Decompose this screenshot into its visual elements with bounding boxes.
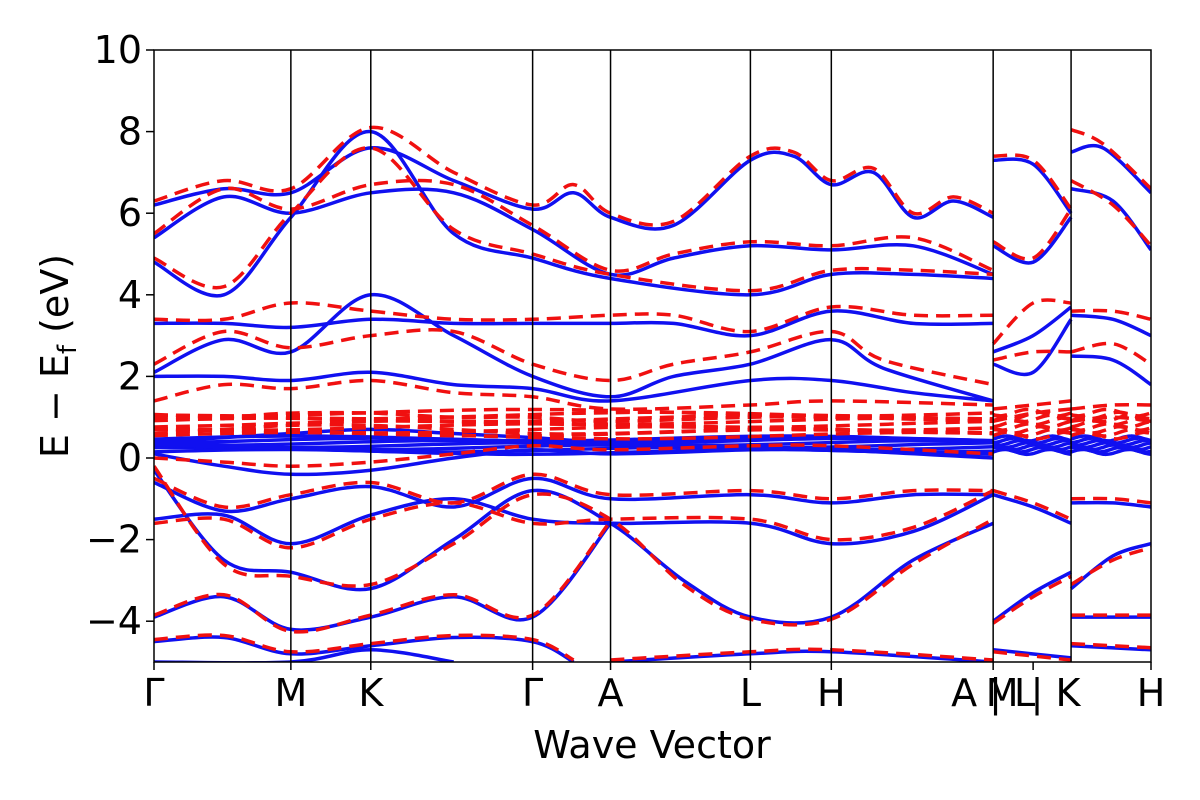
band-line-solid-3	[154, 309, 994, 338]
bands-solid-series	[154, 129, 1151, 662]
band-line-dashed-31	[1070, 546, 1151, 587]
band-line-solid-2	[154, 129, 994, 298]
plot-background	[154, 50, 1151, 662]
band-line-dashed-0	[154, 125, 994, 227]
band-line-dashed-20	[992, 407, 1072, 424]
band-line-dashed-3	[154, 301, 994, 334]
band-line-solid-14	[610, 649, 994, 662]
band-line-solid-21	[993, 648, 1072, 660]
y-tick-label: 8	[118, 110, 142, 154]
x-tick-label: L	[740, 671, 761, 715]
band-line-dashed-10	[154, 489, 994, 550]
band-line-solid-5	[154, 370, 994, 403]
band-line-solid-18	[992, 318, 1073, 377]
y-axis-label: E − Ef (eV)	[33, 254, 83, 458]
band-line-solid-13	[154, 648, 454, 662]
x-tick-label: K	[358, 671, 384, 715]
band-line-dashed-25	[1070, 179, 1151, 247]
band-line-dashed-dense-47	[1070, 407, 1151, 418]
band-line-dashed-dense-26	[992, 422, 1072, 432]
band-line-dashed-33	[1071, 641, 1151, 650]
plot-frame	[153, 49, 1152, 663]
band-line-dashed-22	[992, 574, 1072, 625]
x-tick-label: M	[274, 671, 307, 715]
band-line-dashed-dense-9	[154, 424, 994, 435]
y-tick-label: −2	[86, 518, 142, 562]
y-axis-label-subscript: f	[53, 344, 83, 354]
band-line-dashed-30	[1071, 496, 1151, 505]
band-line-solid-9	[154, 493, 994, 546]
band-line-dashed-15	[993, 153, 1073, 211]
y-tick-label: 4	[118, 273, 142, 317]
band-line-dashed-4	[154, 328, 994, 387]
band-line-solid-19	[992, 493, 1072, 525]
band-line-dashed-24	[1070, 127, 1151, 190]
kpoint-divider-lines	[290, 50, 1072, 662]
band-line-dashed-19	[993, 399, 1072, 411]
x-axis-ticks: Γ M K Γ A L H A | LM | K H	[143, 662, 1165, 716]
band-line-dashed-12	[154, 520, 612, 634]
band-line-dashed-23	[993, 650, 1072, 662]
x-axis-label: Wave Vector	[533, 723, 771, 767]
band-line-solid-dense-22	[992, 434, 1072, 443]
band-line-dashed-18	[992, 349, 1072, 362]
band-line-dashed-16	[992, 208, 1073, 261]
band-line-solid-26	[1071, 500, 1151, 509]
band-line-solid-8	[154, 476, 994, 514]
band-line-dashed-11	[154, 465, 995, 627]
band-line-dashed-dense-42	[1070, 422, 1151, 432]
band-line-dashed-dense-31	[993, 407, 1072, 418]
band-line-solid-15	[993, 157, 1073, 215]
plot-area	[153, 49, 1152, 663]
band-line-dashed-6	[154, 410, 994, 424]
band-line-solid-20	[992, 570, 1072, 623]
band-line-solid-7	[154, 447, 994, 477]
x-tick-label: A	[598, 671, 624, 715]
y-tick-label: 0	[118, 436, 142, 480]
x-tick-label: Γ	[143, 671, 164, 715]
y-tick-label: −4	[86, 599, 142, 643]
x-tick-label: M | K	[986, 671, 1082, 716]
band-line-solid-25	[1070, 354, 1151, 387]
y-tick-label: 2	[118, 354, 142, 398]
band-line-dashed-1	[154, 178, 994, 273]
band-line-solid-24	[1070, 313, 1151, 338]
x-tick-label: H	[1137, 671, 1166, 715]
band-line-dashed-28	[1070, 402, 1151, 411]
band-line-dashed-27	[1070, 341, 1151, 366]
x-tick-label: Γ	[522, 671, 543, 715]
band-line-solid-1	[154, 187, 994, 278]
y-tick-label: 6	[118, 191, 142, 235]
y-axis-label-unit: (eV)	[33, 254, 77, 345]
x-tick-label: A | L	[951, 671, 1035, 716]
y-axis-ticks: −4 −2 0 2 4 6 8 10	[86, 28, 154, 643]
band-line-solid-16	[992, 216, 1073, 265]
band-line-dashed-14	[610, 647, 994, 662]
band-line-dashed-29	[1070, 415, 1151, 424]
band-line-solid-22	[1070, 143, 1151, 195]
band-line-dashed-7	[154, 423, 994, 436]
band-line-dashed-8	[154, 443, 994, 468]
x-tick-label: H	[817, 671, 846, 715]
band-line-dashed-2	[154, 146, 994, 293]
y-axis-label-main: E − E	[33, 354, 77, 458]
band-line-dashed-dense-15	[154, 407, 994, 418]
band-line-solid-29	[1071, 643, 1151, 652]
band-line-dashed-26	[1071, 308, 1151, 322]
band-line-dashed-dense-27	[992, 419, 1072, 430]
band-line-solid-17	[992, 305, 1073, 354]
band-line-dashed-17	[991, 298, 1072, 346]
band-line-dashed-21	[992, 488, 1072, 521]
band-line-dashed-5	[154, 378, 994, 412]
band-line-solid-dense-38	[1070, 434, 1151, 443]
y-tick-label: 10	[94, 28, 142, 72]
band-line-dashed-dense-43	[1070, 419, 1151, 430]
band-line-dashed-9	[154, 472, 994, 510]
band-line-dashed-dense-14	[154, 410, 994, 421]
